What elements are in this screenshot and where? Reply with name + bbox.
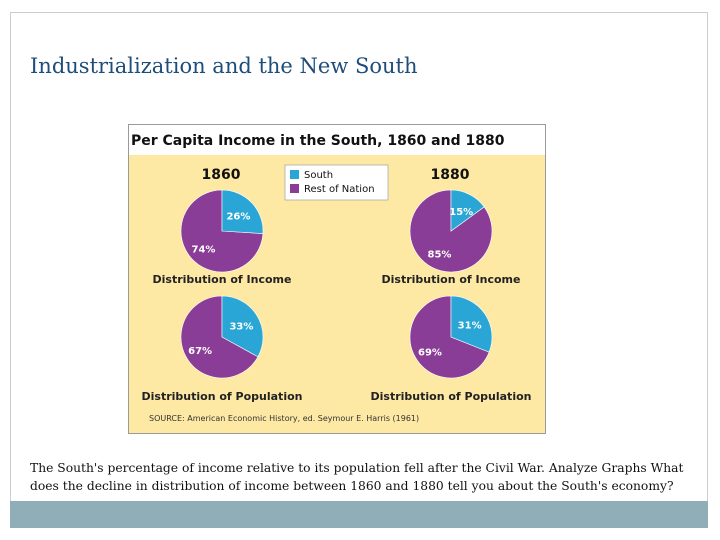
legend-swatch-south [290, 170, 299, 179]
pie-label-rest: 85% [427, 250, 451, 261]
pie-slice-south [450, 295, 493, 353]
slide-caption: The South's percentage of income relativ… [30, 461, 684, 493]
legend-box [284, 164, 389, 201]
pie-slice-south [221, 295, 264, 358]
legend-label-rest: Rest of Nation [304, 184, 375, 195]
legend-swatch-rest [290, 184, 299, 193]
pie-label-rest: 69% [418, 347, 442, 358]
legend-label-south: South [304, 170, 333, 181]
slide-title: Industrialization and the New South [30, 54, 418, 78]
pie-label-south: 15% [449, 207, 473, 218]
year-label-1860: 1860 [202, 167, 241, 183]
pie-chart: Per Capita Income in the South, 1860 and… [129, 125, 545, 433]
pie-slice-south [450, 189, 485, 232]
pie-caption: Distribution of Population [371, 390, 532, 403]
year-label-1880: 1880 [431, 167, 470, 183]
pies-group: 26% 74% Distribution of Income 15% 85% Distri… [142, 189, 532, 403]
chart-title: Per Capita Income in the South, 1860 and… [131, 133, 505, 149]
pie-caption: Distribution of Income [382, 273, 521, 286]
pie-caption: Distribution of Population [142, 390, 303, 403]
chart-header-bg [129, 125, 545, 155]
pie-label-rest: 74% [192, 244, 216, 255]
pie-label-south: 31% [458, 320, 482, 331]
pie-slice-rest [180, 295, 259, 379]
pie-label-south: 26% [226, 212, 250, 223]
pie-slice-south [221, 189, 264, 234]
pie-caption: Distribution of Income [153, 273, 292, 286]
pie-slice-rest [409, 295, 490, 379]
footer-bar [10, 501, 708, 528]
pie-label-south: 33% [229, 322, 253, 333]
chart-source: SOURCE: American Economic History, ed. S… [149, 414, 419, 423]
chart-figure: Per Capita Income in the South, 1860 and… [128, 124, 546, 434]
pie-label-rest: 67% [188, 346, 212, 357]
legend: South Rest of Nation [284, 164, 389, 201]
